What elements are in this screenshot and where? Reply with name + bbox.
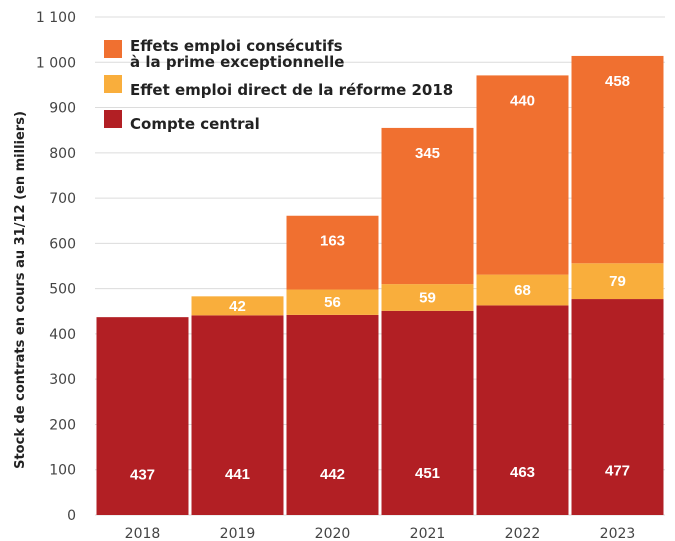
data-label: 451 — [415, 465, 440, 482]
bars: 437 441 42 442 56 163 451 59 345 463 68 440 477 79 458 — [96, 55, 664, 515]
data-label: 442 — [320, 466, 345, 483]
y-tick-label: 300 — [49, 372, 76, 388]
y-tick-label: 400 — [49, 327, 76, 343]
data-label: 68 — [514, 282, 531, 299]
x-tick-label: 2021 — [410, 526, 446, 541]
bar-segment — [381, 127, 474, 285]
bar-segment — [476, 75, 569, 275]
legend-label: Effets emploi consécutifs à la prime exce… — [130, 37, 344, 71]
y-tick-label: 0 — [67, 508, 76, 524]
y-axis-ticks: 0 100 200 300 400 500 600 700 800 900 1 000 1 100 — [36, 10, 76, 524]
x-axis-ticks: 2018 2019 2020 2021 2022 2023 — [125, 526, 636, 541]
x-tick-label: 2018 — [125, 526, 161, 541]
legend: Effets emploi consécutifs à la prime exce… — [104, 37, 453, 133]
y-axis-label: Stock de contrats en cours au 31/12 (en … — [13, 111, 28, 469]
data-label: 440 — [510, 92, 535, 109]
y-tick-label: 900 — [49, 101, 76, 117]
data-label: 437 — [130, 466, 155, 483]
legend-label: Effet emploi direct de la réforme 2018 — [130, 81, 453, 99]
bar-segment — [191, 296, 284, 316]
bar-segment — [476, 274, 569, 306]
bar-segment — [286, 289, 379, 315]
data-label: 345 — [415, 145, 440, 162]
x-tick-label: 2022 — [505, 526, 541, 541]
y-tick-label: 600 — [49, 236, 76, 252]
y-tick-label: 1 000 — [36, 55, 76, 71]
legend-swatch — [104, 110, 122, 128]
y-tick-label: 100 — [49, 463, 76, 479]
bar-segment — [571, 263, 664, 300]
data-label: 59 — [419, 289, 436, 306]
bar-segment — [191, 315, 284, 515]
y-tick-label: 700 — [49, 191, 76, 207]
y-tick-label: 500 — [49, 282, 76, 298]
bar-segment — [571, 299, 664, 515]
bar-segment — [96, 317, 189, 515]
x-tick-label: 2023 — [600, 526, 636, 541]
data-label: 42 — [229, 298, 246, 315]
data-label: 163 — [320, 233, 345, 250]
y-tick-label: 800 — [49, 146, 76, 162]
y-tick-label: 1 100 — [36, 10, 76, 26]
data-label: 56 — [324, 294, 341, 311]
bar-segment — [286, 314, 379, 515]
legend-swatch — [104, 40, 122, 58]
legend-label: Compte central — [130, 115, 260, 133]
data-label: 79 — [609, 273, 626, 290]
data-label: 477 — [605, 463, 630, 480]
bar-segment — [381, 310, 474, 515]
data-label: 441 — [225, 466, 250, 483]
bar-segment — [571, 55, 664, 264]
bar-segment — [286, 215, 379, 290]
data-label: 458 — [605, 73, 630, 90]
x-tick-label: 2019 — [220, 526, 256, 541]
bar-segment — [476, 305, 569, 515]
data-label: 463 — [510, 464, 535, 481]
bar-segment — [381, 284, 474, 311]
gridlines — [95, 16, 665, 516]
y-tick-label: 200 — [49, 417, 76, 433]
x-tick-label: 2020 — [315, 526, 351, 541]
legend-swatch — [104, 75, 122, 93]
